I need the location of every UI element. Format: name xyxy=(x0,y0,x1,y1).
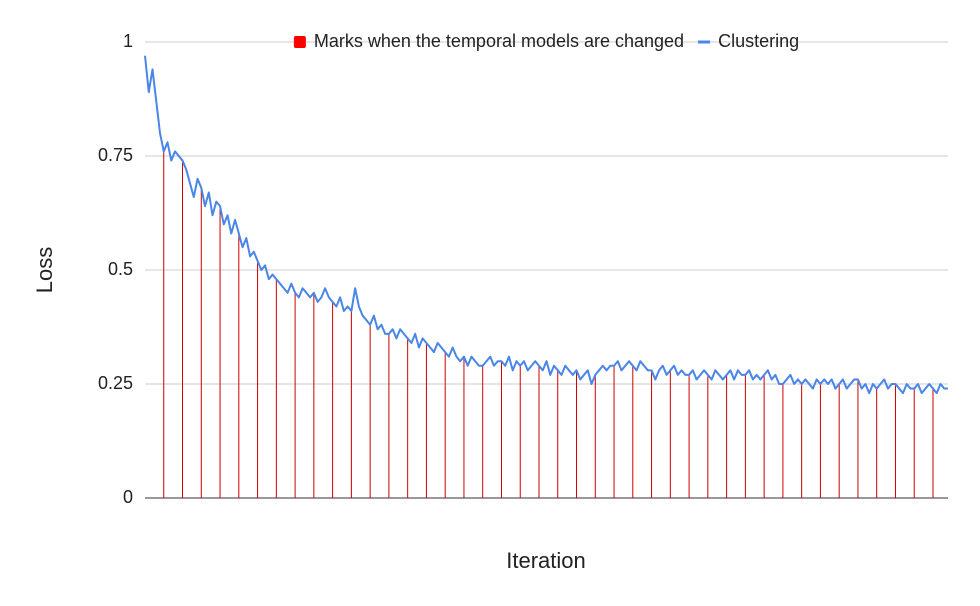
y-tick-label: 0.75 xyxy=(98,145,133,165)
loss-line xyxy=(144,55,948,395)
legend-swatch xyxy=(293,36,306,48)
y-tick-label: 0.25 xyxy=(98,373,133,393)
y-tick-label: 0.5 xyxy=(108,259,133,279)
y-tick-label: 1 xyxy=(123,31,133,51)
x-axis-title: Iteration xyxy=(506,548,586,573)
legend-label: Marks when the temporal models are chang… xyxy=(314,31,684,51)
y-tick-label: 0 xyxy=(123,487,133,507)
legend-label: Clustering xyxy=(718,31,799,51)
y-axis-title: Loss xyxy=(32,247,57,293)
